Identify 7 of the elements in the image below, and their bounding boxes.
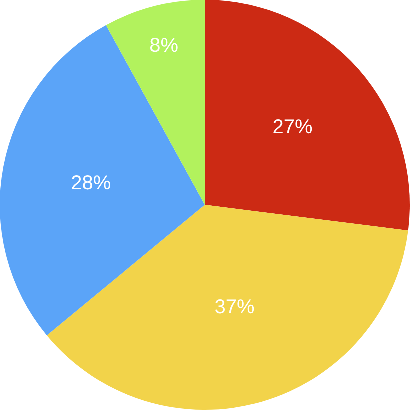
data-label: 37% (214, 296, 255, 319)
data-label: 8% (150, 34, 179, 57)
pie-slice (0, 25, 205, 336)
pie-slice (47, 205, 408, 410)
data-label: 28% (71, 172, 112, 194)
data-label: 27% (272, 116, 313, 139)
pie-slice (205, 0, 410, 231)
